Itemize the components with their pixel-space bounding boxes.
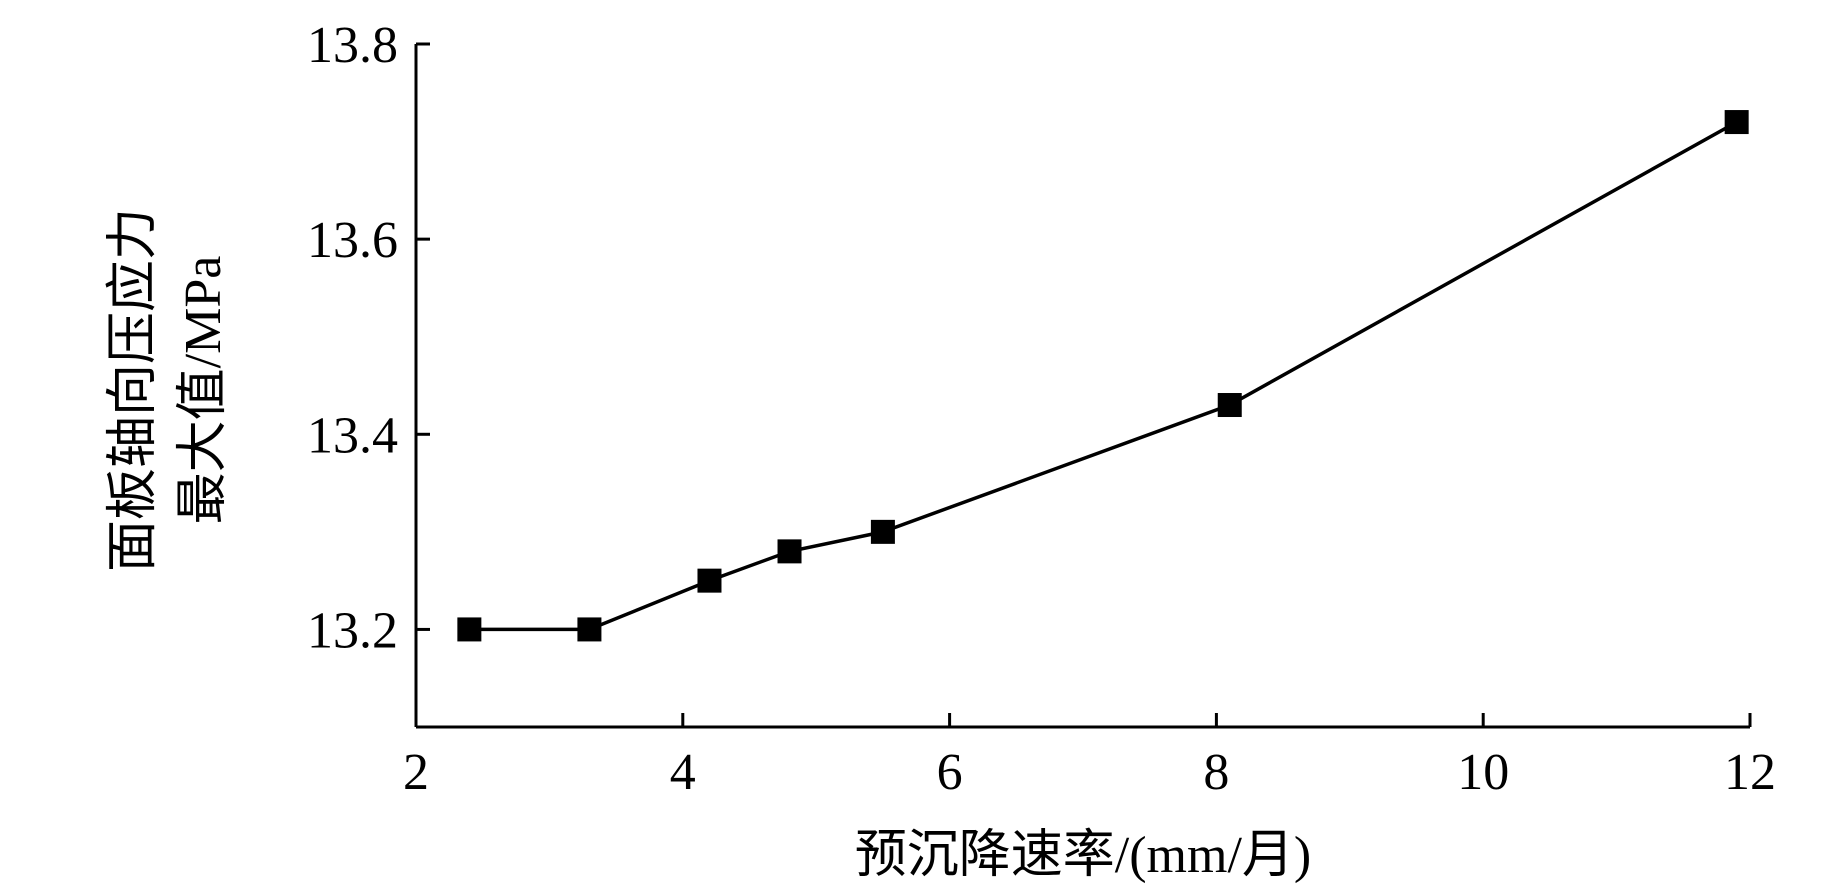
y-axis-title-line-2: 最大值/MPa — [175, 256, 232, 525]
y-ticks: 13.2 13.4 13.6 13.8 — [307, 17, 430, 659]
y-tick-label: 13.8 — [307, 17, 398, 74]
x-tick-label: 10 — [1457, 744, 1509, 801]
data-point-marker — [870, 519, 895, 544]
y-tick-label: 13.6 — [307, 212, 398, 269]
series-group — [457, 110, 1749, 642]
y-axis-title-line-1: 面板轴向压应力 — [105, 208, 162, 572]
x-tick-label: 4 — [670, 744, 696, 801]
x-tick-label: 6 — [937, 744, 963, 801]
x-tick-label: 2 — [403, 744, 429, 801]
data-point-marker — [457, 617, 482, 642]
x-ticks: 2 4 6 8 10 12 — [403, 713, 1776, 801]
y-axis-title: 面板轴向压应力 最大值/MPa — [105, 208, 232, 572]
data-point-marker — [577, 617, 602, 642]
x-axis-title: 预沉降速率/(mm/月) — [855, 827, 1311, 884]
axes — [414, 44, 1750, 729]
y-tick-label: 13.2 — [307, 602, 398, 659]
y-tick-label: 13.4 — [307, 407, 398, 464]
x-tick-label: 8 — [1203, 744, 1229, 801]
data-point-marker — [1724, 110, 1749, 135]
data-point-marker — [697, 568, 722, 593]
x-tick-label: 12 — [1724, 744, 1776, 801]
data-point-marker — [1217, 393, 1242, 418]
markers — [457, 110, 1749, 642]
data-point-marker — [777, 539, 802, 564]
series-line — [469, 120, 1738, 632]
